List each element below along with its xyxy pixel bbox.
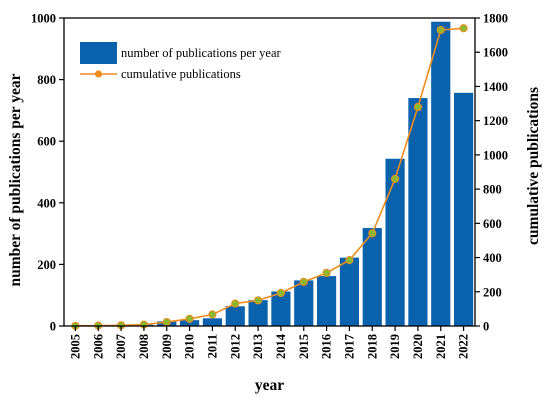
point-2016: [322, 268, 331, 278]
bar-2016: [316, 276, 337, 326]
x-tick-label: 2012: [228, 334, 242, 359]
y-tick-label: 800: [37, 73, 56, 87]
point-2018: [368, 229, 377, 238]
bar-2018: [362, 228, 382, 326]
x-tick-label: 2013: [251, 334, 265, 359]
point-2014: [276, 288, 286, 298]
point-2010: [185, 314, 194, 323]
point-2011: [208, 310, 217, 319]
y2-tick-label: 1600: [483, 46, 508, 60]
x-tick-label: 2014: [274, 333, 288, 359]
x-tick-label: 2005: [68, 334, 82, 359]
x-tick-label: 2008: [137, 334, 151, 359]
y-tick-label: 200: [37, 258, 56, 272]
y-tick-label: 1000: [31, 12, 56, 26]
x-tick-label: 2007: [114, 334, 128, 359]
bar-2010: [179, 320, 200, 326]
y2-tick-label: 1400: [483, 80, 508, 94]
legend-bar-swatch: [80, 42, 117, 64]
y2-tick-label: 200: [483, 285, 502, 299]
y2-tick-label: 600: [483, 217, 502, 231]
y2-tick-label: 0: [483, 320, 489, 334]
point-2019: [390, 174, 400, 183]
bar-series: [65, 21, 474, 327]
bar-2015: [294, 280, 314, 326]
point-2021: [436, 25, 445, 35]
legend-line-marker: [94, 70, 103, 78]
bar-2012: [225, 306, 245, 326]
x-tick-label: 2019: [388, 334, 402, 359]
x-tick-label: 2006: [91, 334, 105, 359]
axis-ticks: 0 200 400 600 800 1000 0 200 400 600 800 1000 1200 14…: [31, 12, 508, 360]
x-tick-label: 2010: [183, 334, 197, 359]
bar-2017: [339, 257, 360, 326]
x-tick-label: 2015: [297, 334, 311, 359]
x-tick-label: 2021: [434, 334, 448, 359]
bar-2011: [202, 318, 223, 326]
y-tick-label: 600: [37, 135, 56, 149]
point-2020: [413, 102, 423, 112]
point-2009: [162, 317, 171, 327]
legend: number of publications per year cumulati…: [80, 42, 282, 81]
y2-axis-title: cumulative publications: [525, 87, 542, 245]
bar-2022: [453, 92, 474, 327]
y2-tick-label: 800: [483, 183, 502, 197]
x-tick-label: 2017: [342, 334, 356, 359]
x-tick-label: 2011: [205, 334, 219, 358]
x-axis-title: year: [255, 377, 284, 394]
point-2012: [231, 299, 240, 308]
bar-2019: [385, 158, 405, 326]
y-tick-label: 0: [50, 320, 56, 334]
y2-tick-label: 1800: [483, 12, 508, 26]
cumulative-line-series: [71, 24, 468, 330]
point-2015: [299, 277, 308, 286]
x-tick-label: 2009: [160, 334, 174, 359]
y-tick-label: 400: [37, 196, 56, 210]
point-2017: [345, 256, 354, 265]
x-tick-label: 2016: [320, 334, 334, 359]
bar-2020: [408, 98, 428, 326]
x-tick-label: 2022: [457, 334, 471, 359]
plot-frame: [63, 17, 476, 327]
y2-tick-label: 1000: [483, 148, 508, 162]
y2-tick-label: 1200: [483, 114, 508, 128]
bar-2013: [248, 300, 268, 326]
bar-2014: [271, 291, 291, 326]
legend-line-label: cumulative publications: [121, 67, 241, 81]
bar-2021: [431, 21, 451, 327]
point-2022: [459, 24, 468, 33]
x-tick-label: 2018: [365, 334, 379, 359]
point-2013: [253, 296, 263, 305]
y2-tick-label: 400: [483, 251, 502, 265]
y-axis-title: number of publications per year: [7, 73, 24, 286]
legend-bar-label: number of publications per year: [121, 46, 282, 60]
x-tick-label: 2020: [411, 334, 425, 359]
